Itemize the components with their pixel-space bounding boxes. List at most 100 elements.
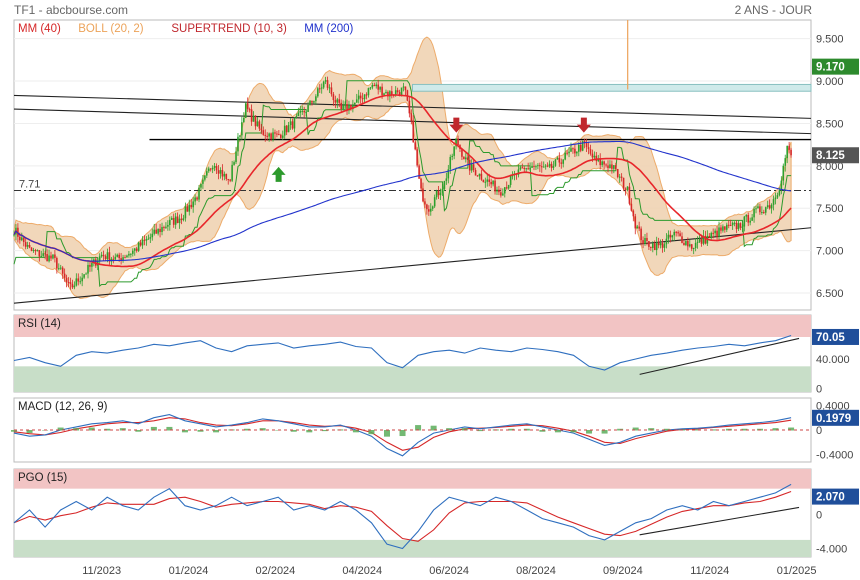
- macd-histogram-bar: [383, 430, 390, 437]
- candle: [357, 95, 360, 100]
- candle: [651, 243, 654, 248]
- pgo-signal-line: [13, 490, 792, 542]
- candle: [653, 243, 656, 251]
- candle: [568, 151, 570, 154]
- candle: [340, 102, 342, 110]
- candle: [461, 149, 463, 157]
- candle: [788, 145, 790, 150]
- candle: [529, 167, 531, 170]
- candle: [607, 165, 609, 169]
- candle: [389, 91, 391, 97]
- candle: [673, 231, 676, 236]
- candle: [169, 219, 171, 226]
- candle: [318, 88, 321, 90]
- candle: [324, 80, 327, 82]
- candle: [614, 165, 617, 170]
- candle: [447, 169, 450, 179]
- candle: [241, 122, 243, 136]
- candle: [225, 173, 228, 180]
- candle: [396, 90, 399, 93]
- candle: [743, 216, 746, 227]
- candle: [363, 94, 366, 100]
- candle: [648, 241, 650, 247]
- candle: [692, 248, 695, 250]
- candle: [500, 192, 502, 196]
- candle: [616, 169, 619, 178]
- candle: [207, 168, 210, 172]
- candle: [172, 217, 175, 225]
- candle: [539, 165, 541, 167]
- candle: [63, 273, 66, 278]
- macd-histogram-bar: [73, 428, 80, 431]
- candle: [244, 103, 247, 118]
- candle: [731, 222, 734, 226]
- candle: [24, 242, 27, 247]
- candle: [683, 242, 685, 246]
- candle: [449, 156, 452, 170]
- macd-histogram-bar: [554, 430, 561, 433]
- legend-item: BOLL (20, 2): [78, 23, 144, 35]
- candle: [546, 165, 549, 167]
- candle: [153, 229, 156, 234]
- candle: [213, 165, 216, 168]
- candle: [192, 201, 194, 208]
- candle: [572, 148, 574, 150]
- candle: [283, 125, 286, 136]
- candle: [400, 87, 403, 96]
- supertrend-line: [13, 80, 792, 287]
- candle: [188, 204, 191, 212]
- candle: [313, 101, 315, 103]
- candle: [445, 178, 448, 181]
- candle: [698, 238, 701, 242]
- macd-histogram-bar: [259, 428, 266, 431]
- y-tick-label: 0: [816, 509, 822, 521]
- candle: [71, 283, 74, 288]
- candle: [98, 256, 101, 262]
- candle: [280, 134, 282, 138]
- indicator-value: 70.05: [816, 332, 845, 344]
- candle: [470, 164, 473, 171]
- indicator-value: 2.070: [816, 492, 845, 504]
- candle: [301, 110, 304, 112]
- candle: [165, 226, 167, 228]
- candle: [264, 134, 267, 136]
- candle: [385, 91, 387, 94]
- candle: [260, 128, 263, 131]
- candle: [141, 239, 144, 246]
- candle: [209, 168, 212, 170]
- candle: [502, 193, 504, 196]
- candle: [770, 204, 773, 209]
- candle: [650, 246, 652, 248]
- candle: [710, 232, 713, 238]
- candle: [256, 121, 259, 127]
- candle: [441, 188, 444, 193]
- candle: [250, 109, 253, 122]
- y-tick-label: 8.000: [816, 161, 844, 173]
- candle: [272, 132, 274, 140]
- candle: [252, 115, 255, 122]
- candle: [20, 237, 23, 241]
- y-tick-label: 0: [816, 425, 822, 437]
- candle: [159, 228, 161, 233]
- candle: [675, 231, 677, 233]
- candle: [689, 244, 691, 247]
- candle: [478, 173, 481, 177]
- candle: [151, 233, 154, 238]
- candle: [202, 179, 204, 184]
- candle: [589, 149, 592, 154]
- candle: [626, 186, 629, 190]
- candle: [221, 169, 224, 177]
- candle: [237, 136, 239, 152]
- candle: [560, 162, 563, 164]
- candle: [69, 282, 72, 284]
- candle: [373, 84, 376, 87]
- candle: [254, 115, 257, 127]
- candle: [665, 238, 668, 245]
- candle: [182, 218, 185, 221]
- candle: [544, 165, 547, 167]
- candle: [558, 157, 561, 163]
- macd-histogram-bar: [306, 430, 313, 433]
- candle: [311, 100, 313, 103]
- candle: [412, 120, 415, 143]
- candle: [350, 104, 352, 110]
